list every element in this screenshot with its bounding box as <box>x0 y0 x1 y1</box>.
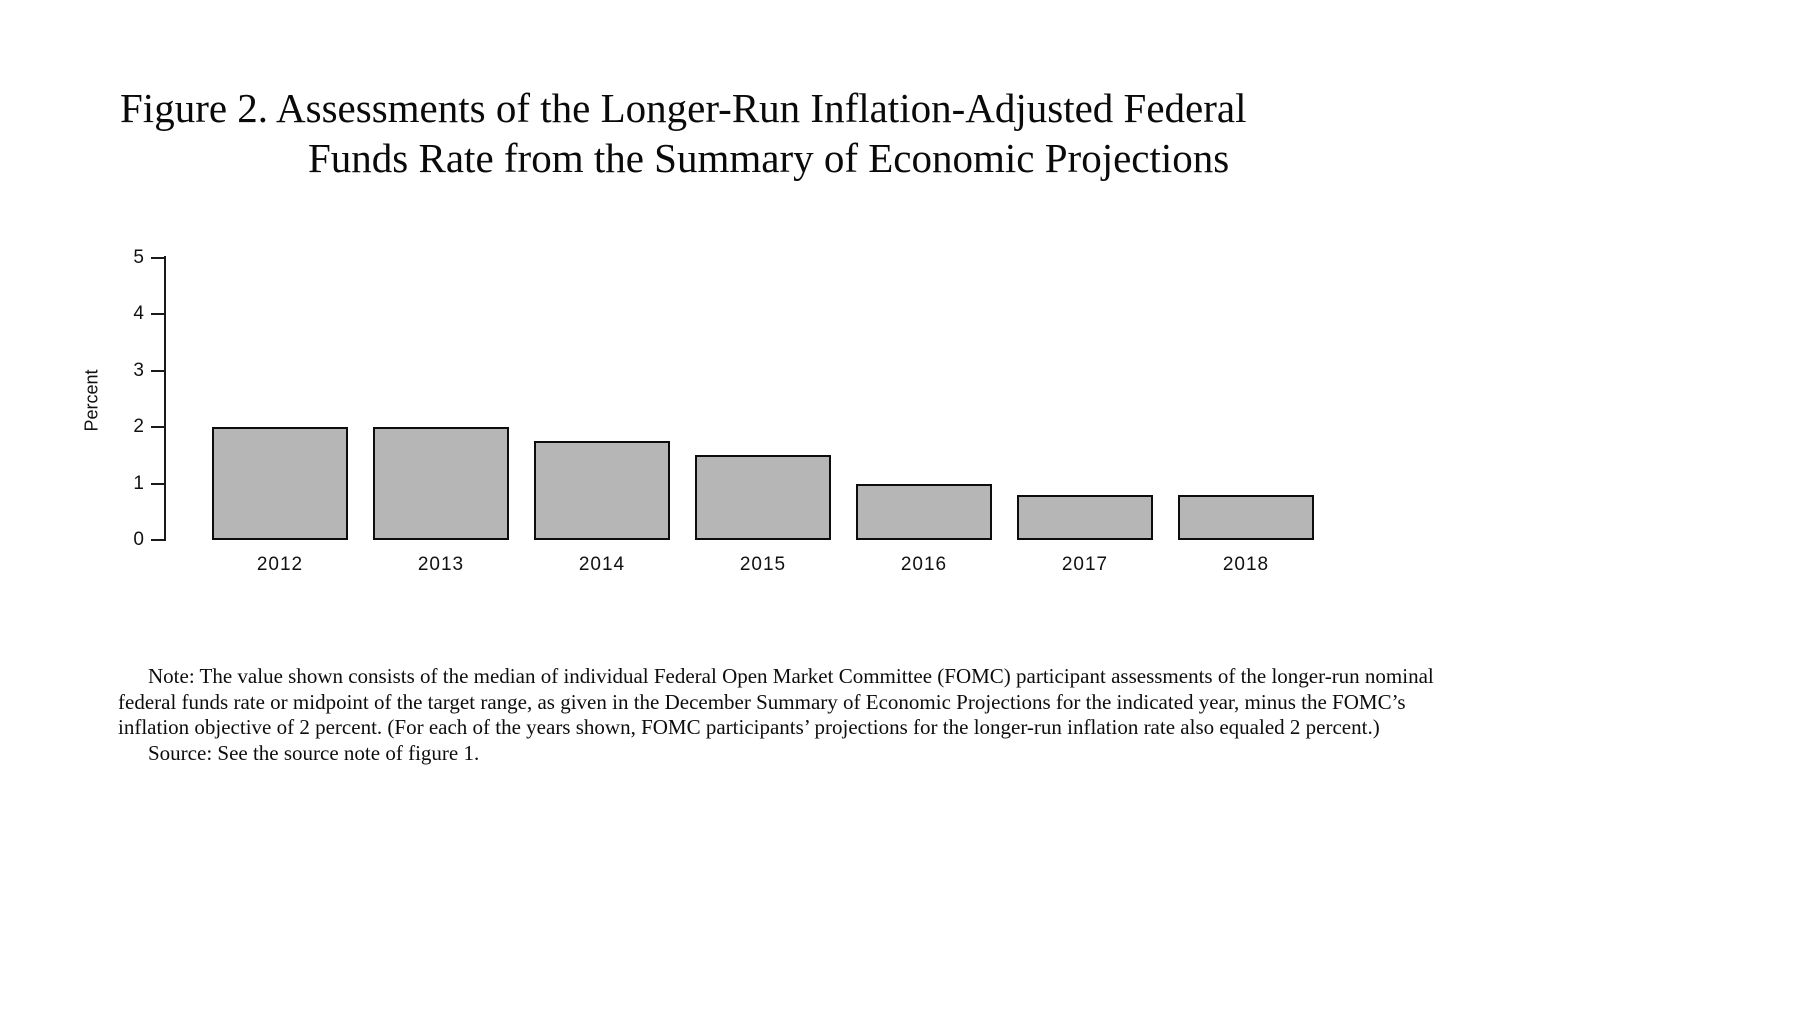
y-tick-label: 0 <box>133 529 144 550</box>
x-tick-label: 2015 <box>739 554 787 575</box>
x-tick-label: 2012 <box>256 554 304 575</box>
bar-2017 <box>1017 494 1153 540</box>
y-tick-label: 2 <box>133 416 144 438</box>
bar-2018 <box>1178 494 1314 540</box>
y-tick-mark <box>151 539 164 541</box>
y-tick-mark <box>151 426 164 429</box>
y-tick-label: 1 <box>133 472 144 494</box>
figure-title-line1: Figure 2. Assessments of the Longer-Run … <box>120 85 1247 131</box>
bar-2015 <box>695 455 831 540</box>
bar-2016 <box>856 483 992 540</box>
y-axis-line <box>164 256 166 541</box>
y-tick-mark <box>151 482 164 485</box>
y-tick-mark <box>151 369 164 372</box>
figure-note: Note: The value shown consists of the me… <box>118 664 1434 739</box>
y-tick-label: 5 <box>133 247 144 268</box>
x-tick-label: 2013 <box>417 554 465 575</box>
figure-footnotes: Note: The value shown consists of the me… <box>118 664 1463 766</box>
y-tick-label: 4 <box>133 303 144 325</box>
y-tick-label: 3 <box>133 359 144 381</box>
bar-2014 <box>534 441 670 540</box>
x-tick-label: 2017 <box>1061 554 1109 575</box>
x-tick-label: 2016 <box>900 554 948 575</box>
bar-2013 <box>373 427 509 540</box>
x-tick-label: 2018 <box>1222 554 1270 575</box>
y-axis-label: Percent <box>81 369 102 432</box>
figure-title-line2: Funds Rate from the Summary of Economic … <box>308 135 1230 181</box>
y-tick-mark <box>151 257 164 259</box>
bar-2012 <box>212 427 348 540</box>
x-tick-label: 2014 <box>578 554 626 575</box>
figure-source: Source: See the source note of figure 1. <box>148 740 480 765</box>
y-tick-mark <box>151 313 164 316</box>
